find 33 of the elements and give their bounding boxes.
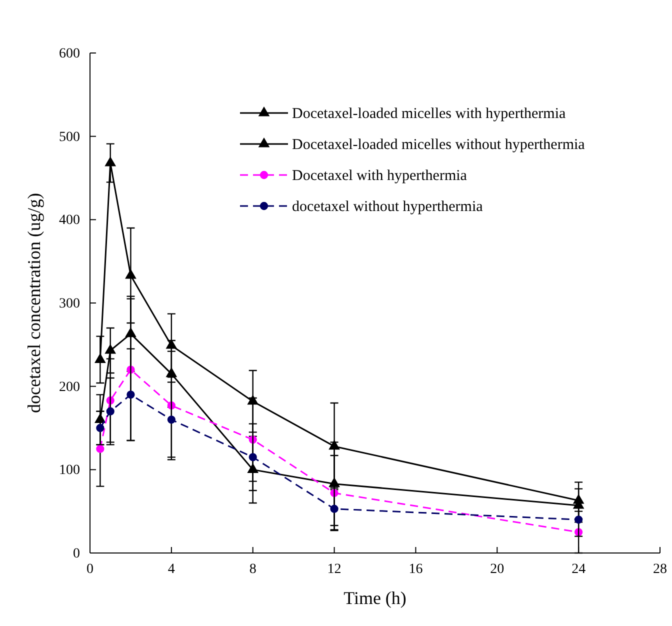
point [574, 516, 583, 524]
y-tick-label: 200 [59, 380, 80, 395]
point [96, 424, 104, 432]
y-tick-label: 100 [59, 463, 80, 478]
y-tick-label: 400 [59, 213, 80, 228]
point [167, 416, 176, 424]
x-tick-label: 24 [572, 562, 586, 577]
y-tick-label: 0 [73, 546, 80, 562]
x-tick-label: 12 [327, 562, 342, 577]
x-tick-label: 8 [249, 562, 256, 577]
y-tick-label: 300 [59, 296, 80, 312]
point [105, 156, 116, 166]
legend-label: Docetaxel-loaded micelles with hyperthermia [292, 106, 566, 122]
point [105, 344, 116, 354]
point [96, 444, 104, 453]
point [94, 354, 106, 363]
legend-label: Docetaxel with hyperthermia [292, 168, 468, 184]
legend-label: Docetaxel-loaded micelles without hyperthermia [292, 137, 586, 153]
x-tick-label: 20 [490, 562, 504, 577]
x-tick-label: 0 [86, 562, 94, 577]
x-tick-label: 28 [653, 562, 667, 577]
point [126, 390, 135, 399]
x-axis-title: Time (h) [344, 588, 406, 608]
point [125, 269, 136, 279]
x-tick-label: 16 [408, 562, 423, 577]
point [106, 407, 114, 416]
y-axis-title: docetaxel concentration (ug/g) [24, 193, 44, 413]
y-tick-label: 500 [59, 130, 80, 145]
legend-label: docetaxel without hyperthermia [292, 199, 484, 215]
point [248, 453, 257, 462]
point [330, 504, 338, 513]
x-tick-label: 4 [168, 562, 175, 577]
y-tick-label: 600 [59, 46, 80, 62]
